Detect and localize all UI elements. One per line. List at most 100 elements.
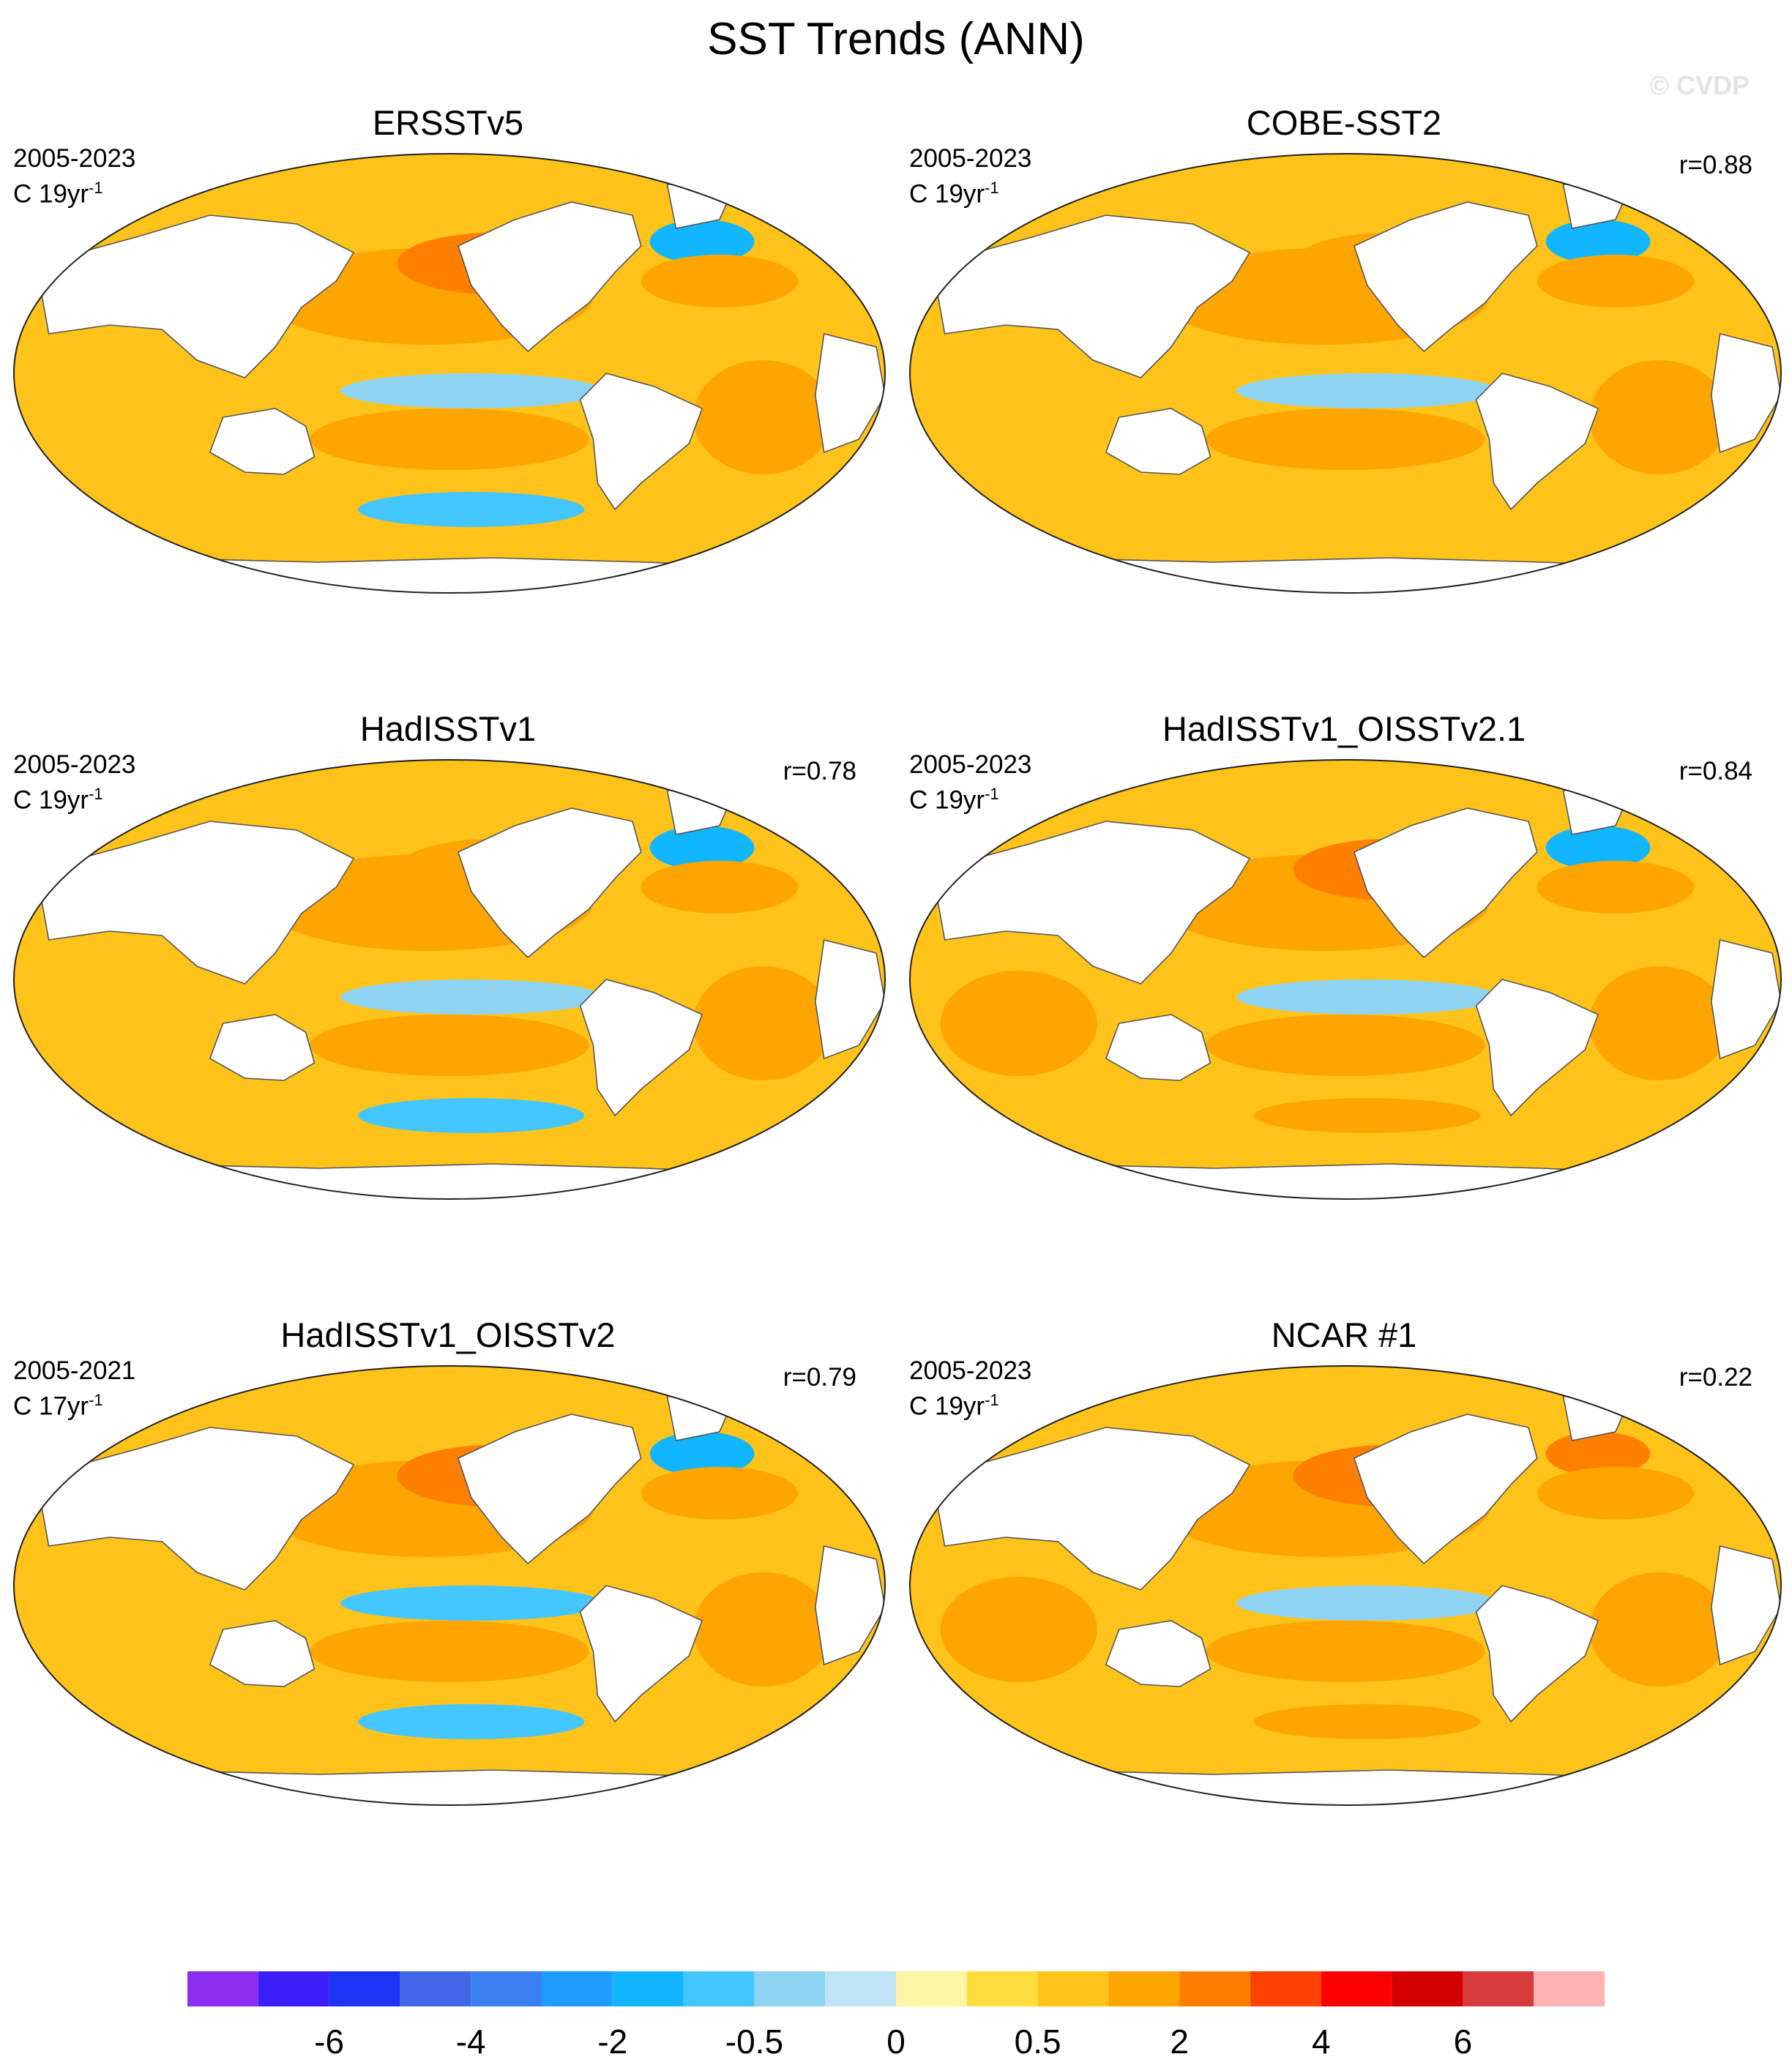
map-frame: [909, 759, 1782, 1200]
land-asia: [39, 1427, 355, 1591]
land-north-america: [1353, 1414, 1538, 1565]
panel-correlation: r=0.78: [783, 757, 856, 785]
land-asia: [935, 214, 1251, 378]
map-panel: HadISSTv1_OISSTv2.1 2005-2023 C 19yr-1 r=0.…: [896, 606, 1792, 1214]
panel-period: 2005-2023: [13, 144, 136, 173]
colorbar-tick-label: 0.5: [1014, 2023, 1061, 2061]
sst-trend-map: [13, 1365, 886, 1806]
colorbar-swatch: [1250, 1971, 1321, 2006]
panel-period: 2005-2021: [13, 1356, 136, 1385]
land-antarctica: [1039, 557, 1653, 593]
trend-region: [44, 365, 201, 470]
land-north-america: [1353, 201, 1538, 353]
panel-correlation: r=0.79: [783, 1363, 856, 1392]
trend-region: [940, 1577, 1097, 1682]
land-australia: [1105, 408, 1212, 475]
panel-correlation: r=0.88: [1679, 151, 1752, 179]
trend-region: [1236, 979, 1498, 1015]
trend-region: [962, 1085, 1137, 1129]
panel-correlation: r=0.84: [1679, 757, 1752, 785]
colorbar: [187, 1971, 1605, 2006]
trend-region: [1206, 1015, 1485, 1076]
panel-correlation: r=0.22: [1679, 1363, 1752, 1392]
trend-region: [1254, 1704, 1481, 1739]
panel-period: 2005-2023: [13, 750, 136, 779]
colorbar-swatch: [1179, 1971, 1250, 2006]
land-asia: [39, 214, 355, 378]
map-frame: [13, 153, 886, 594]
colorbar-tick-label: -2: [597, 2023, 628, 2061]
trend-region: [1589, 1572, 1729, 1687]
land-australia: [1105, 1014, 1212, 1081]
trend-region: [1545, 220, 1651, 264]
land-south-america: [1475, 979, 1599, 1117]
trend-region: [66, 479, 241, 523]
map-panel: HadISSTv1 2005-2023 C 19yr-1 r=0.78: [0, 606, 896, 1214]
trend-region: [1206, 1621, 1485, 1682]
land-africa: [814, 1545, 885, 1666]
trend-region: [340, 1586, 602, 1621]
land-south-america: [579, 1585, 703, 1723]
sst-trend-map: [909, 1365, 1782, 1806]
colorbar-swatch: [1463, 1971, 1534, 2006]
trend-region: [940, 365, 1097, 470]
trend-region: [1545, 826, 1651, 870]
colorbar-swatch: [896, 1971, 967, 2006]
colorbar-tick-label: -4: [455, 2023, 486, 2061]
sst-trend-map: [909, 759, 1782, 1200]
panel-title: HadISSTv1_OISSTv2.1: [1162, 709, 1526, 748]
colorbar-swatch: [825, 1971, 896, 2006]
trend-region: [1254, 1098, 1481, 1133]
land-australia: [209, 1620, 316, 1687]
colorbar-swatch: [187, 1971, 258, 2006]
trend-region: [66, 1691, 241, 1735]
panel-title: NCAR #1: [1271, 1315, 1417, 1354]
sst-trend-map: [909, 153, 1782, 594]
colorbar-swatch: [966, 1971, 1038, 2006]
colorbar-swatch: [1321, 1971, 1392, 2006]
land-africa: [1710, 939, 1781, 1060]
trend-region: [649, 826, 755, 870]
trend-region: [1589, 360, 1729, 474]
panel-title: HadISSTv1: [359, 709, 537, 748]
map-frame: [909, 153, 1782, 594]
trend-region: [1206, 408, 1485, 470]
colorbar-tick-label: -6: [314, 2023, 345, 2061]
land-north-america: [457, 1414, 642, 1565]
watermark: © CVDP: [1649, 70, 1750, 100]
trend-region: [44, 1577, 201, 1682]
land-south-america: [579, 373, 703, 511]
sst-trend-map: [13, 759, 886, 1200]
colorbar-tick-label: 2: [1170, 2023, 1189, 2061]
panel-period: 2005-2023: [909, 144, 1032, 173]
trend-region: [310, 408, 589, 470]
trend-region: [1537, 255, 1694, 307]
colorbar-tick-label: 0: [886, 2023, 906, 2061]
map-frame: [909, 1365, 1782, 1806]
map-panel: NCAR #1 2005-2023 C 19yr-1 r=0.22: [896, 1212, 1792, 1820]
panel-period: 2005-2023: [909, 1356, 1032, 1385]
trend-region: [1589, 966, 1729, 1080]
panel-units: C 19yr-1: [909, 1391, 999, 1421]
colorbar-tick-label: -0.5: [725, 2023, 784, 2061]
trend-region: [693, 1572, 833, 1687]
colorbar-swatch: [1392, 1971, 1463, 2006]
trend-region: [1236, 1586, 1498, 1621]
land-south-america: [579, 979, 703, 1117]
land-north-america: [457, 807, 642, 959]
map-frame: [13, 759, 886, 1200]
colorbar-swatch: [754, 1971, 826, 2006]
sst-trend-map: [13, 153, 886, 594]
panel-units: C 19yr-1: [13, 785, 103, 815]
land-antarctica: [143, 1163, 757, 1199]
land-australia: [209, 1014, 316, 1081]
map-panel: ERSSTv5 2005-2023 C 19yr-1: [0, 0, 896, 608]
land-south-america: [1475, 1585, 1599, 1723]
trend-region: [641, 861, 798, 914]
trend-region: [310, 1621, 589, 1682]
trend-region: [1254, 492, 1481, 527]
trend-region: [641, 1467, 798, 1520]
colorbar-swatch: [400, 1971, 471, 2006]
land-asia: [935, 821, 1251, 985]
colorbar-swatch: [329, 1971, 400, 2006]
